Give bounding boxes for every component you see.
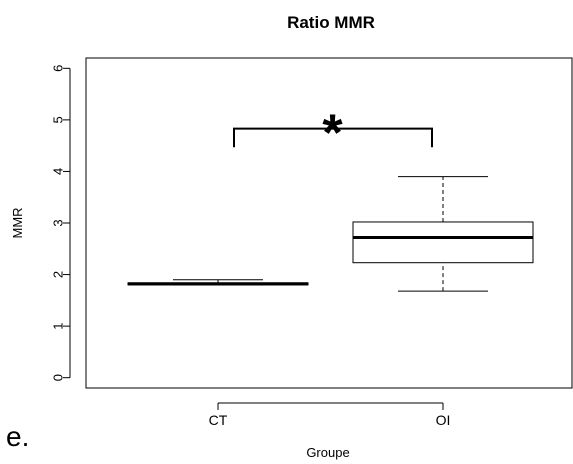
chart-title: Ratio MMR [287, 13, 375, 32]
significance-bracket [233, 127, 433, 148]
y-tick-label: 6 [51, 65, 66, 72]
significance-star: * [322, 105, 343, 163]
panel-label: e. [6, 421, 29, 452]
y-tick-label: 4 [51, 168, 66, 175]
x-axis-label: Groupe [306, 445, 349, 460]
plot-frame [85, 57, 573, 389]
iqr-box [352, 221, 534, 264]
box-oi [352, 176, 534, 292]
box-ct [127, 279, 309, 286]
y-axis-label: MMR [10, 207, 25, 238]
y-tick-label: 5 [51, 116, 66, 123]
y-axis: 0 1 2 3 4 5 6 [51, 65, 71, 381]
y-tick-label: 1 [51, 323, 66, 330]
x-tick-label: OI [436, 412, 451, 428]
y-tick-label: 3 [51, 219, 66, 226]
x-tick-label: CT [209, 412, 228, 428]
x-axis: CT OI [209, 402, 451, 428]
significance-annotation: * [233, 105, 433, 163]
box-series [127, 176, 534, 292]
y-tick-label: 2 [51, 271, 66, 278]
y-tick-label: 0 [51, 374, 66, 381]
